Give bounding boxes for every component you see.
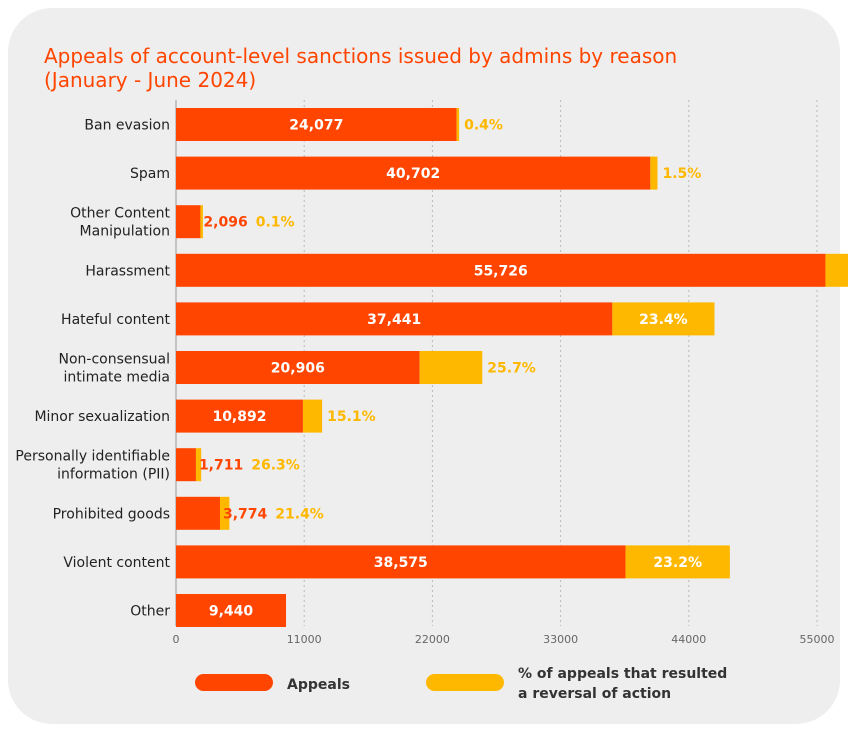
appeals-value-label: 24,077	[289, 118, 343, 134]
reversal-bar	[825, 253, 848, 287]
x-tick-label: 22000	[415, 633, 450, 646]
category-label: Other	[130, 604, 170, 620]
appeals-value-label: 3,774	[223, 506, 268, 522]
category-label: Violent content	[63, 555, 170, 571]
legend-label-appeals: Appeals	[287, 677, 350, 693]
x-tick-label: 11000	[287, 633, 322, 646]
appeals-bar	[176, 253, 826, 287]
appeals-value-label: 37,441	[367, 312, 421, 328]
x-tick-label: 33000	[543, 633, 578, 646]
appeals-bar	[176, 108, 457, 141]
reversal-value-label: 0.4%	[464, 118, 503, 134]
reversal-value-label: 0.1%	[256, 215, 295, 231]
appeals-bar	[176, 351, 420, 384]
appeals-value-label: 55,726	[474, 263, 528, 279]
x-tick-label: 55000	[800, 633, 835, 646]
reversal-value-label: 25.7%	[487, 361, 536, 377]
appeals-value-label: 1,711	[199, 458, 243, 474]
x-tick-label: 0	[173, 633, 180, 646]
chart-title: Appeals of account-level sanctions issue…	[44, 44, 678, 92]
appeals-bar	[176, 205, 201, 239]
reversal-value-label: 15.1%	[327, 409, 376, 425]
reversal-bar	[456, 108, 460, 141]
legend-swatch-appeals	[195, 674, 273, 691]
appeals-value-label: 38,575	[374, 555, 428, 571]
legend-label-reversal: % of appeals that resulted a reversal of …	[518, 666, 727, 702]
category-label: Personally identifiable information (PII)	[15, 449, 170, 483]
category-label: Minor sexualization	[34, 409, 170, 425]
appeals-bar	[176, 302, 613, 336]
reversal-value-label: 21.4%	[275, 506, 324, 522]
reversal-value-label: 23.4%	[639, 312, 688, 328]
reversal-bar	[625, 545, 730, 579]
category-label: Spam	[130, 166, 170, 182]
reversal-bar	[195, 448, 202, 482]
reversal-bar	[612, 302, 715, 336]
category-label: Other Content Manipulation	[70, 206, 170, 240]
appeals-value-label: 40,702	[386, 166, 440, 182]
reversal-value-label: 1.5%	[662, 166, 701, 182]
reversal-bar	[419, 351, 483, 384]
appeals-bar	[176, 594, 287, 627]
appeals-bar	[176, 496, 220, 530]
category-label: Non-consensual intimate media	[58, 352, 170, 386]
appeals-bar	[176, 448, 196, 482]
reversal-value-label: 26.3%	[251, 458, 300, 474]
legend-swatch-reversal	[426, 674, 504, 691]
reversal-bar	[302, 399, 323, 433]
appeals-bar	[176, 156, 651, 190]
category-label: Hateful content	[61, 312, 170, 328]
reversal-bar	[200, 205, 203, 239]
reversal-value-label: 23.2%	[653, 555, 702, 571]
appeals-value-label: 20,906	[271, 361, 325, 377]
appeals-value-label: 10,892	[212, 409, 266, 425]
category-label: Ban evasion	[84, 118, 170, 134]
appeals-value-label: 2,096	[203, 215, 247, 231]
reversal-bar	[650, 156, 658, 190]
x-tick-label: 44000	[671, 633, 706, 646]
appeals-value-label: 9,440	[209, 604, 254, 620]
category-label: Prohibited goods	[53, 506, 170, 522]
reversal-bar	[219, 496, 230, 530]
appeals-bar	[176, 545, 626, 579]
category-label: Harassment	[85, 263, 170, 279]
appeals-bar	[176, 399, 303, 433]
